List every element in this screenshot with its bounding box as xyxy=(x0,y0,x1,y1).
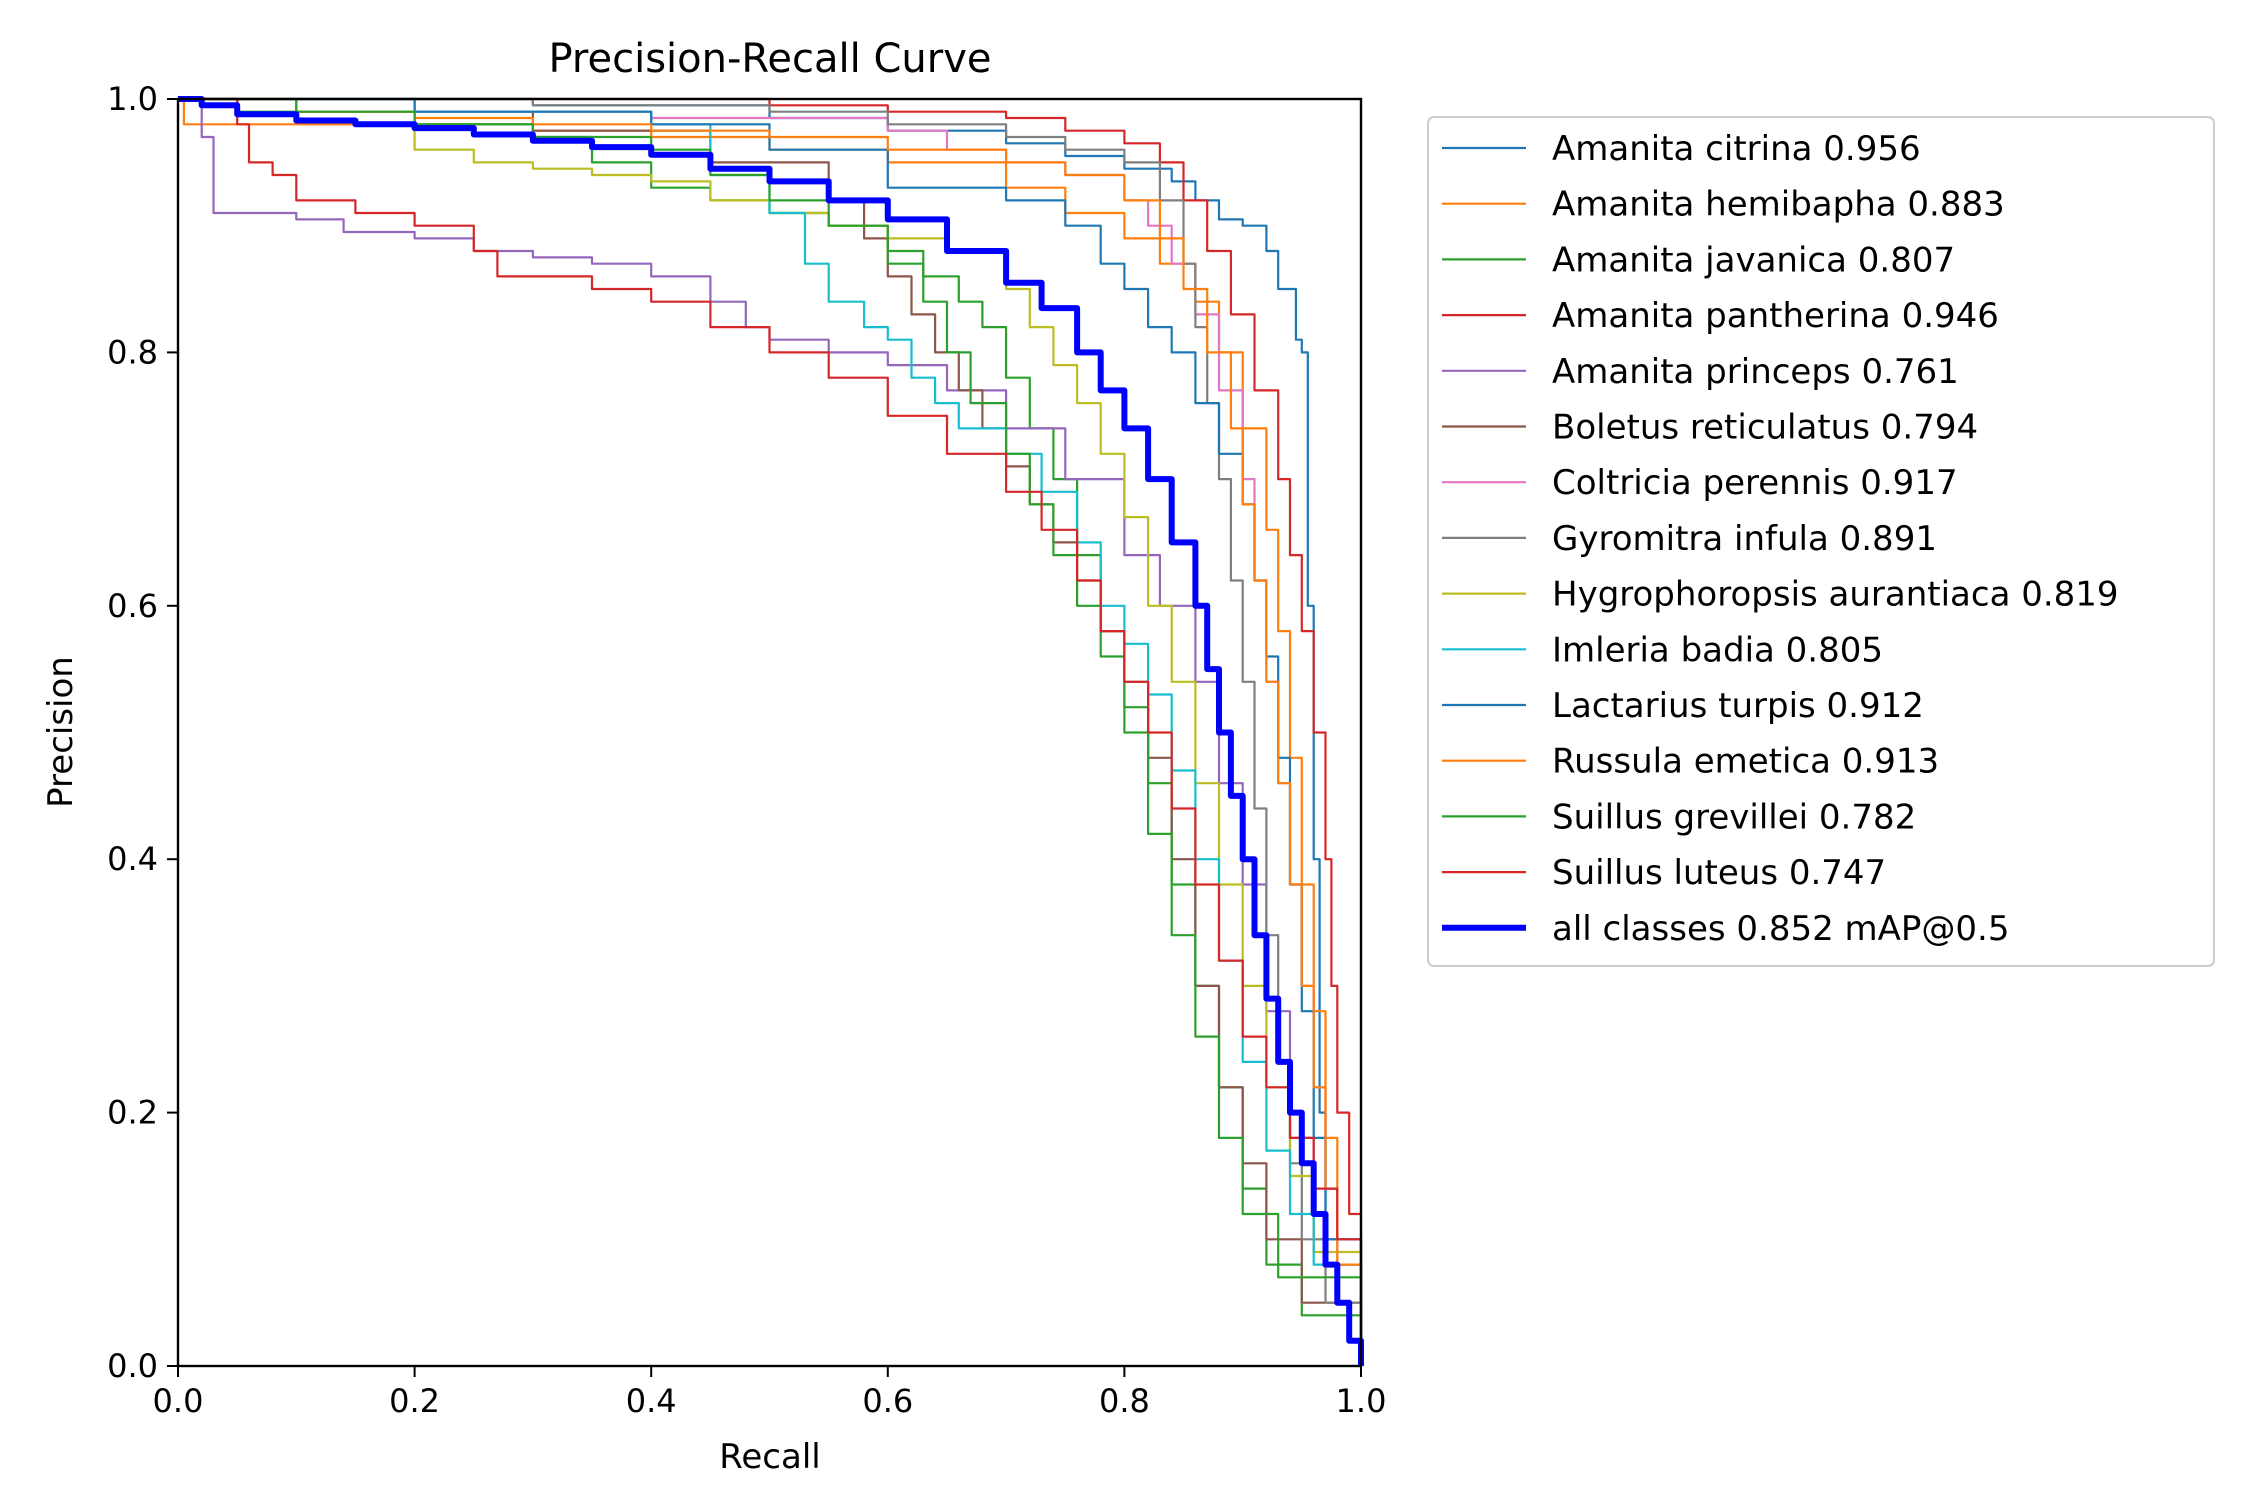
x-tick-label: 0.4 xyxy=(626,1382,677,1420)
legend-label: Amanita javanica 0.807 xyxy=(1552,240,1955,280)
legend-label: Gyromitra infula 0.891 xyxy=(1552,519,1937,559)
y-tick-label: 0.0 xyxy=(107,1347,158,1385)
series-line-8 xyxy=(178,97,1363,1366)
y-tick-label: 0.2 xyxy=(107,1094,158,1132)
y-tick-label: 0.4 xyxy=(107,840,158,878)
legend-items: Amanita citrina 0.956 Amanita hemibapha 0… xyxy=(1442,129,2119,949)
legend-label: Amanita hemibapha 0.883 xyxy=(1552,185,2005,225)
x-tick-label: 0.8 xyxy=(1099,1382,1150,1420)
legend: Amanita citrina 0.956 Amanita hemibapha 0… xyxy=(1427,116,2215,967)
legend-label: Russula emetica 0.913 xyxy=(1552,742,1939,782)
x-tick-label: 1.0 xyxy=(1336,1382,1387,1420)
legend-label: Boletus reticulatus 0.794 xyxy=(1552,408,1978,448)
legend-box xyxy=(1427,116,2215,967)
chart-title: Precision-Recall Curve xyxy=(549,36,992,82)
legend-label: Amanita pantherina 0.946 xyxy=(1552,296,1999,336)
series-layer xyxy=(178,96,1364,1366)
series-line-14 xyxy=(178,96,1364,1366)
legend-label: Suillus luteus 0.747 xyxy=(1552,853,1886,893)
legend-label: Amanita princeps 0.761 xyxy=(1552,352,1959,392)
y-tick-label: 0.6 xyxy=(107,587,158,625)
y-tick-label: 1.0 xyxy=(107,80,158,118)
legend-label: Suillus grevillei 0.782 xyxy=(1552,797,1916,837)
x-axis: 0.0 0.2 0.4 0.6 0.8 1.0 xyxy=(153,1366,1387,1420)
x-tick-label: 0.6 xyxy=(862,1382,913,1420)
x-axis-label: Recall xyxy=(719,1437,820,1477)
x-tick-label: 0.0 xyxy=(153,1382,204,1420)
series-line-11 xyxy=(178,97,1363,1366)
legend-label: all classes 0.852 mAP@0.5 xyxy=(1552,909,2009,949)
legend-label: Coltricia perennis 0.917 xyxy=(1552,463,1958,503)
series-line-3 xyxy=(178,97,1363,1366)
x-tick-label: 0.2 xyxy=(389,1382,440,1420)
legend-label: Hygrophoropsis aurantiaca 0.819 xyxy=(1552,575,2119,615)
y-axis: 0.0 0.2 0.4 0.6 0.8 1.0 xyxy=(107,80,178,1385)
legend-label: Lactarius turpis 0.912 xyxy=(1552,686,1924,726)
plot-area-frame xyxy=(176,97,1363,1368)
legend-label: Imleria badia 0.805 xyxy=(1552,630,1883,670)
legend-label: Amanita citrina 0.956 xyxy=(1552,129,1921,169)
series-line-13 xyxy=(178,97,1363,1366)
y-axis-label: Precision xyxy=(41,656,81,808)
y-tick-label: 0.8 xyxy=(107,333,158,371)
